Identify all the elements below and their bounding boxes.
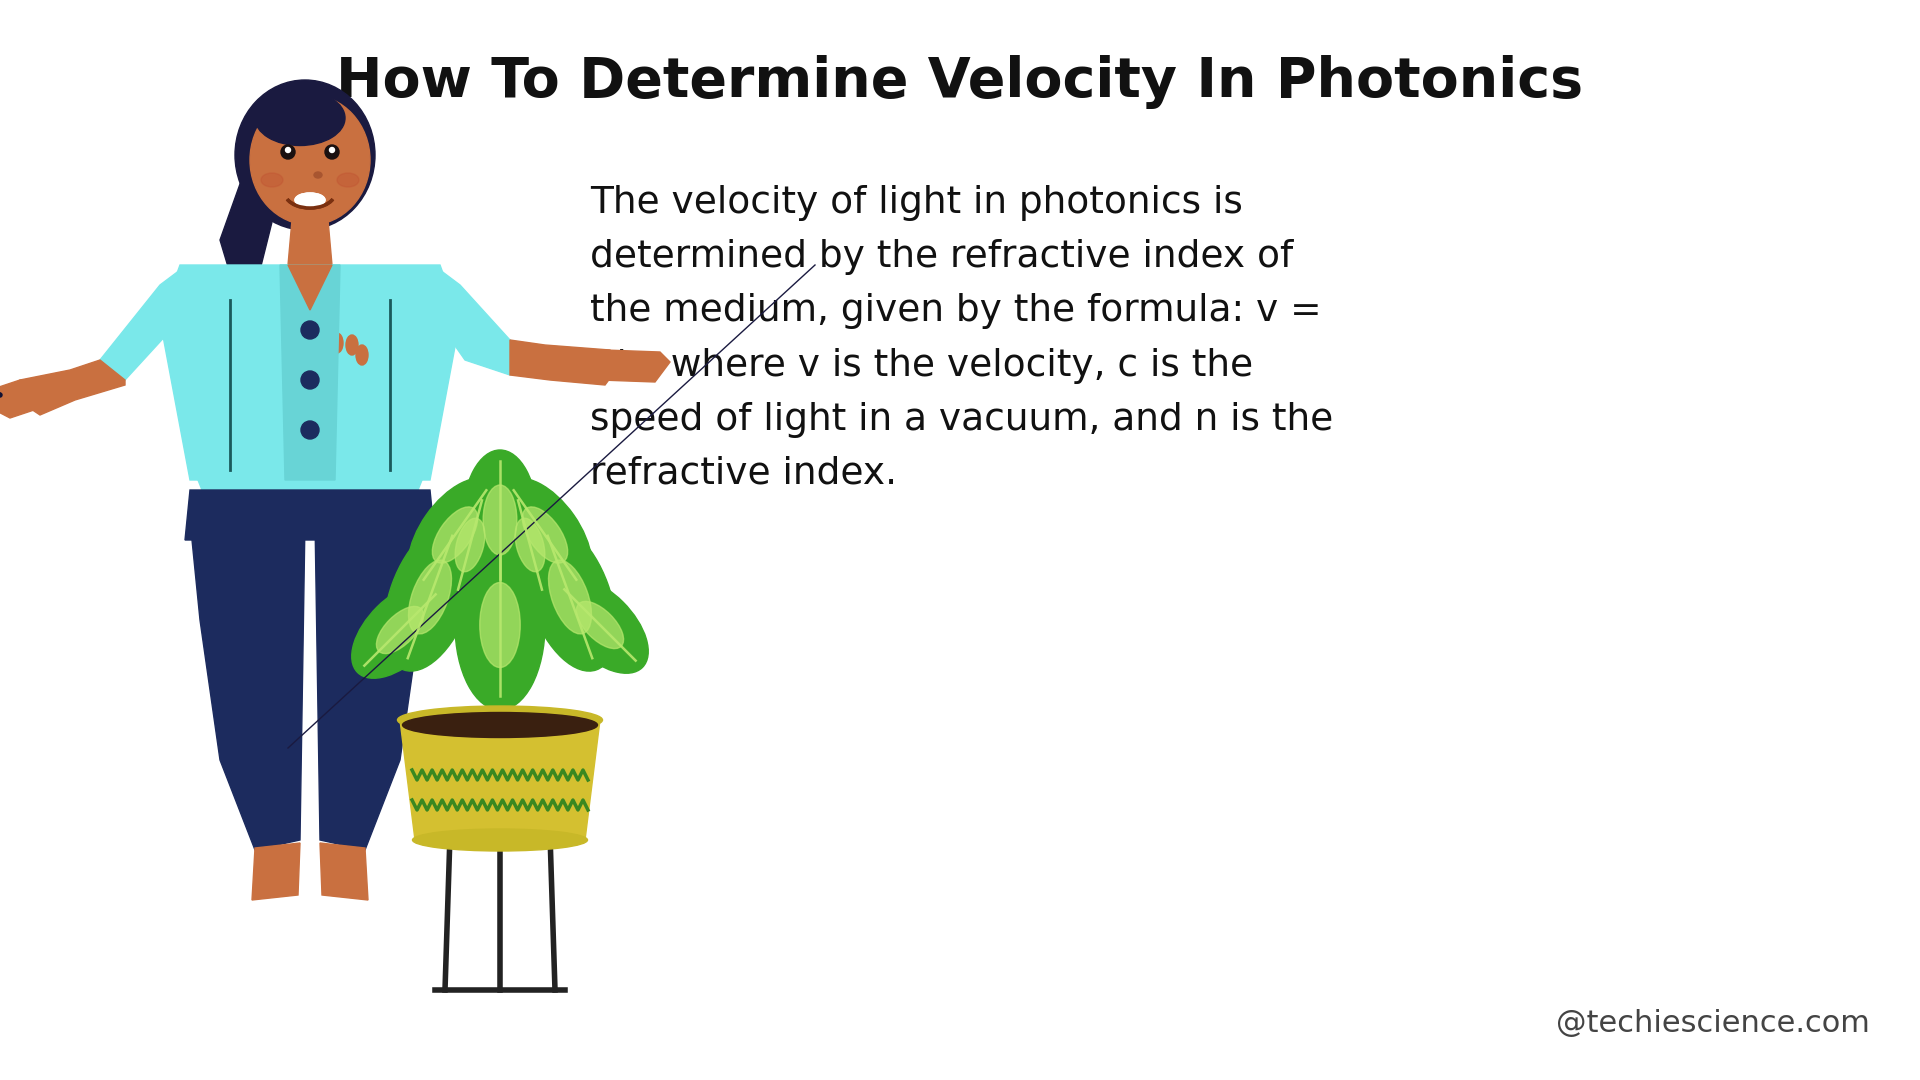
Ellipse shape (376, 606, 424, 653)
Ellipse shape (524, 523, 616, 671)
Ellipse shape (351, 582, 447, 678)
Ellipse shape (296, 193, 324, 207)
Ellipse shape (463, 450, 538, 590)
Polygon shape (190, 460, 430, 510)
Circle shape (301, 321, 319, 339)
Ellipse shape (286, 148, 290, 152)
Ellipse shape (455, 518, 486, 571)
Polygon shape (184, 490, 436, 540)
Ellipse shape (515, 518, 545, 571)
Ellipse shape (438, 491, 503, 598)
Polygon shape (190, 519, 305, 850)
Ellipse shape (522, 507, 568, 563)
Ellipse shape (576, 602, 624, 649)
Ellipse shape (484, 485, 516, 555)
Ellipse shape (280, 145, 296, 159)
Ellipse shape (413, 829, 588, 851)
Polygon shape (280, 265, 340, 480)
Polygon shape (420, 270, 530, 375)
Polygon shape (159, 265, 461, 480)
Text: @techiescience.com: @techiescience.com (1555, 1009, 1870, 1038)
Polygon shape (288, 265, 332, 310)
Ellipse shape (432, 507, 478, 563)
Ellipse shape (403, 713, 597, 738)
Polygon shape (252, 843, 300, 900)
Polygon shape (288, 220, 332, 265)
Polygon shape (399, 720, 599, 840)
Ellipse shape (551, 577, 649, 673)
Ellipse shape (234, 80, 374, 230)
Ellipse shape (497, 491, 563, 598)
Ellipse shape (455, 540, 545, 710)
Polygon shape (321, 843, 369, 900)
Ellipse shape (549, 561, 591, 634)
Ellipse shape (384, 523, 476, 671)
Circle shape (301, 421, 319, 438)
Polygon shape (10, 360, 125, 415)
Ellipse shape (250, 95, 371, 225)
Ellipse shape (255, 91, 346, 146)
Polygon shape (599, 350, 670, 382)
Ellipse shape (346, 335, 357, 355)
Polygon shape (221, 170, 290, 291)
Ellipse shape (409, 561, 451, 634)
Polygon shape (511, 340, 620, 384)
Text: How To Determine Velocity In Photonics: How To Determine Velocity In Photonics (336, 55, 1584, 109)
Ellipse shape (330, 148, 334, 152)
Ellipse shape (296, 193, 324, 207)
Ellipse shape (338, 173, 359, 187)
Text: The velocity of light in photonics is
determined by the refractive index of
the : The velocity of light in photonics is de… (589, 185, 1332, 492)
Polygon shape (0, 380, 44, 418)
Ellipse shape (407, 478, 501, 592)
Ellipse shape (480, 582, 520, 667)
Ellipse shape (355, 345, 369, 365)
Ellipse shape (397, 706, 603, 734)
Ellipse shape (324, 145, 340, 159)
Polygon shape (100, 270, 200, 380)
Ellipse shape (497, 478, 591, 592)
Circle shape (301, 372, 319, 389)
Polygon shape (315, 519, 430, 850)
Ellipse shape (315, 335, 326, 355)
Ellipse shape (330, 333, 344, 353)
Ellipse shape (261, 173, 282, 187)
Ellipse shape (315, 172, 323, 178)
